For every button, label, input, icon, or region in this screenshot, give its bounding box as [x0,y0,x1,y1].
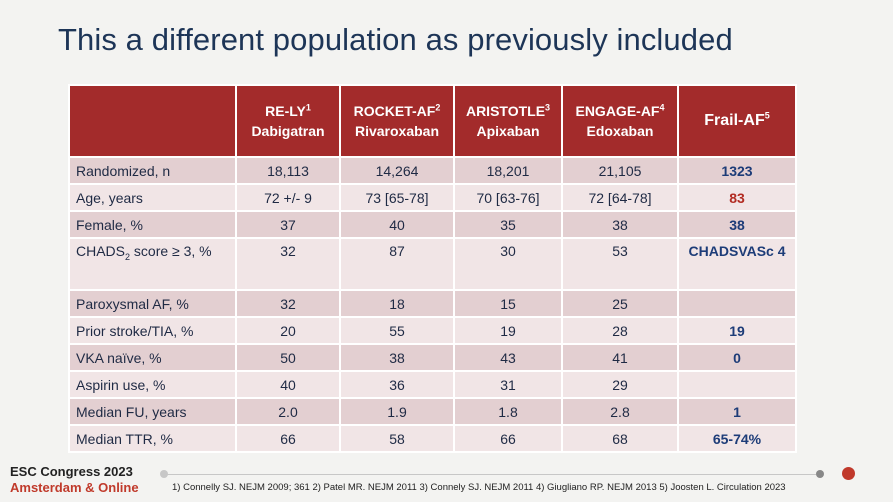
table-cell: 41 [561,343,679,372]
table-cell: 18 [339,289,455,318]
row-label: VKA naïve, % [68,343,237,372]
table-cell: 19 [453,316,563,345]
footer-bar [0,458,893,502]
header-rocket-af: ROCKET-AF2 Rivaroxaban [339,84,455,158]
row-label: Prior stroke/TIA, % [68,316,237,345]
slide-title: This a different population as previousl… [58,22,733,57]
table-row: Female, % 37 40 35 38 38 [68,210,797,239]
table-cell: 87 [339,237,455,291]
frail-cell: 0 [677,343,797,372]
table-cell: 37 [235,210,341,239]
header-frail-af: Frail-AF5 [677,84,797,158]
table-header-row: RE-LY1 Dabigatran ROCKET-AF2 Rivaroxaban A… [68,84,797,158]
congress-brand-title: ESC Congress 2023 [10,464,133,479]
frail-cell: 1323 [677,156,797,185]
table-cell: 1.9 [339,397,455,426]
table-row: Prior stroke/TIA, % 20 55 19 28 19 [68,316,797,345]
row-label: CHADS2 score ≥ 3, % [68,237,237,291]
frail-cell-highlight: 83 [677,183,797,212]
table-row: Age, years 72 +/- 9 73 [65-78] 70 [63-76… [68,183,797,212]
table-cell: 38 [339,343,455,372]
progress-start-dot [160,470,168,478]
table-cell: 73 [65-78] [339,183,455,212]
row-label: Randomized, n [68,156,237,185]
table-cell: 38 [561,210,679,239]
table-row: VKA naïve, % 50 38 43 41 0 [68,343,797,372]
table-cell: 1.8 [453,397,563,426]
table-row: Aspirin use, % 40 36 31 29 [68,370,797,399]
row-label: Median TTR, % [68,424,237,453]
table-cell: 2.8 [561,397,679,426]
table-cell: 32 [235,237,341,291]
table-cell: 18,201 [453,156,563,185]
table-cell: 72 [64-78] [561,183,679,212]
header-aristotle: ARISTOTLE3 Apixaban [453,84,563,158]
table-cell: 21,105 [561,156,679,185]
table-cell: 31 [453,370,563,399]
table-cell: 36 [339,370,455,399]
table-cell: 2.0 [235,397,341,426]
table-cell: 66 [235,424,341,453]
frail-cell: CHADSVASc 4 [677,237,797,291]
references-text: 1) Connelly SJ. NEJM 2009; 361 2) Patel … [172,482,786,493]
table-cell: 50 [235,343,341,372]
frail-cell: 38 [677,210,797,239]
table-cell: 58 [339,424,455,453]
header-rely: RE-LY1 Dabigatran [235,84,341,158]
header-empty-cell [68,84,237,158]
frail-cell [677,370,797,399]
table-cell: 15 [453,289,563,318]
table-cell: 68 [561,424,679,453]
progress-dot [816,470,824,478]
progress-line [166,474,816,475]
frail-cell [677,289,797,318]
row-label: Age, years [68,183,237,212]
row-label: Aspirin use, % [68,370,237,399]
progress-current-dot [842,467,855,480]
table-row: Median TTR, % 66 58 66 68 65-74% [68,424,797,453]
frail-cell: 1 [677,397,797,426]
table-row: Paroxysmal AF, % 32 18 15 25 [68,289,797,318]
table-cell: 55 [339,316,455,345]
table-cell: 20 [235,316,341,345]
row-label: Female, % [68,210,237,239]
table-cell: 14,264 [339,156,455,185]
table-row: CHADS2 score ≥ 3, % 32 87 30 53 CHADSVAS… [68,237,797,291]
table-cell: 25 [561,289,679,318]
table-cell: 72 +/- 9 [235,183,341,212]
header-engage-af: ENGAGE-AF4 Edoxaban [561,84,679,158]
table-cell: 40 [339,210,455,239]
table-cell: 30 [453,237,563,291]
table-cell: 32 [235,289,341,318]
frail-cell: 65-74% [677,424,797,453]
frail-cell: 19 [677,316,797,345]
table-cell: 53 [561,237,679,291]
row-label: Paroxysmal AF, % [68,289,237,318]
table-row: Median FU, years 2.0 1.9 1.8 2.8 1 [68,397,797,426]
table-row: Randomized, n 18,113 14,264 18,201 21,10… [68,156,797,185]
table-cell: 35 [453,210,563,239]
comparison-table: RE-LY1 Dabigatran ROCKET-AF2 Rivaroxaban A… [68,84,797,453]
table-cell: 43 [453,343,563,372]
table-cell: 66 [453,424,563,453]
table-cell: 29 [561,370,679,399]
table-cell: 18,113 [235,156,341,185]
row-label: Median FU, years [68,397,237,426]
table-cell: 40 [235,370,341,399]
table-cell: 70 [63-76] [453,183,563,212]
table-cell: 28 [561,316,679,345]
congress-brand-subtitle: Amsterdam & Online [10,480,139,495]
